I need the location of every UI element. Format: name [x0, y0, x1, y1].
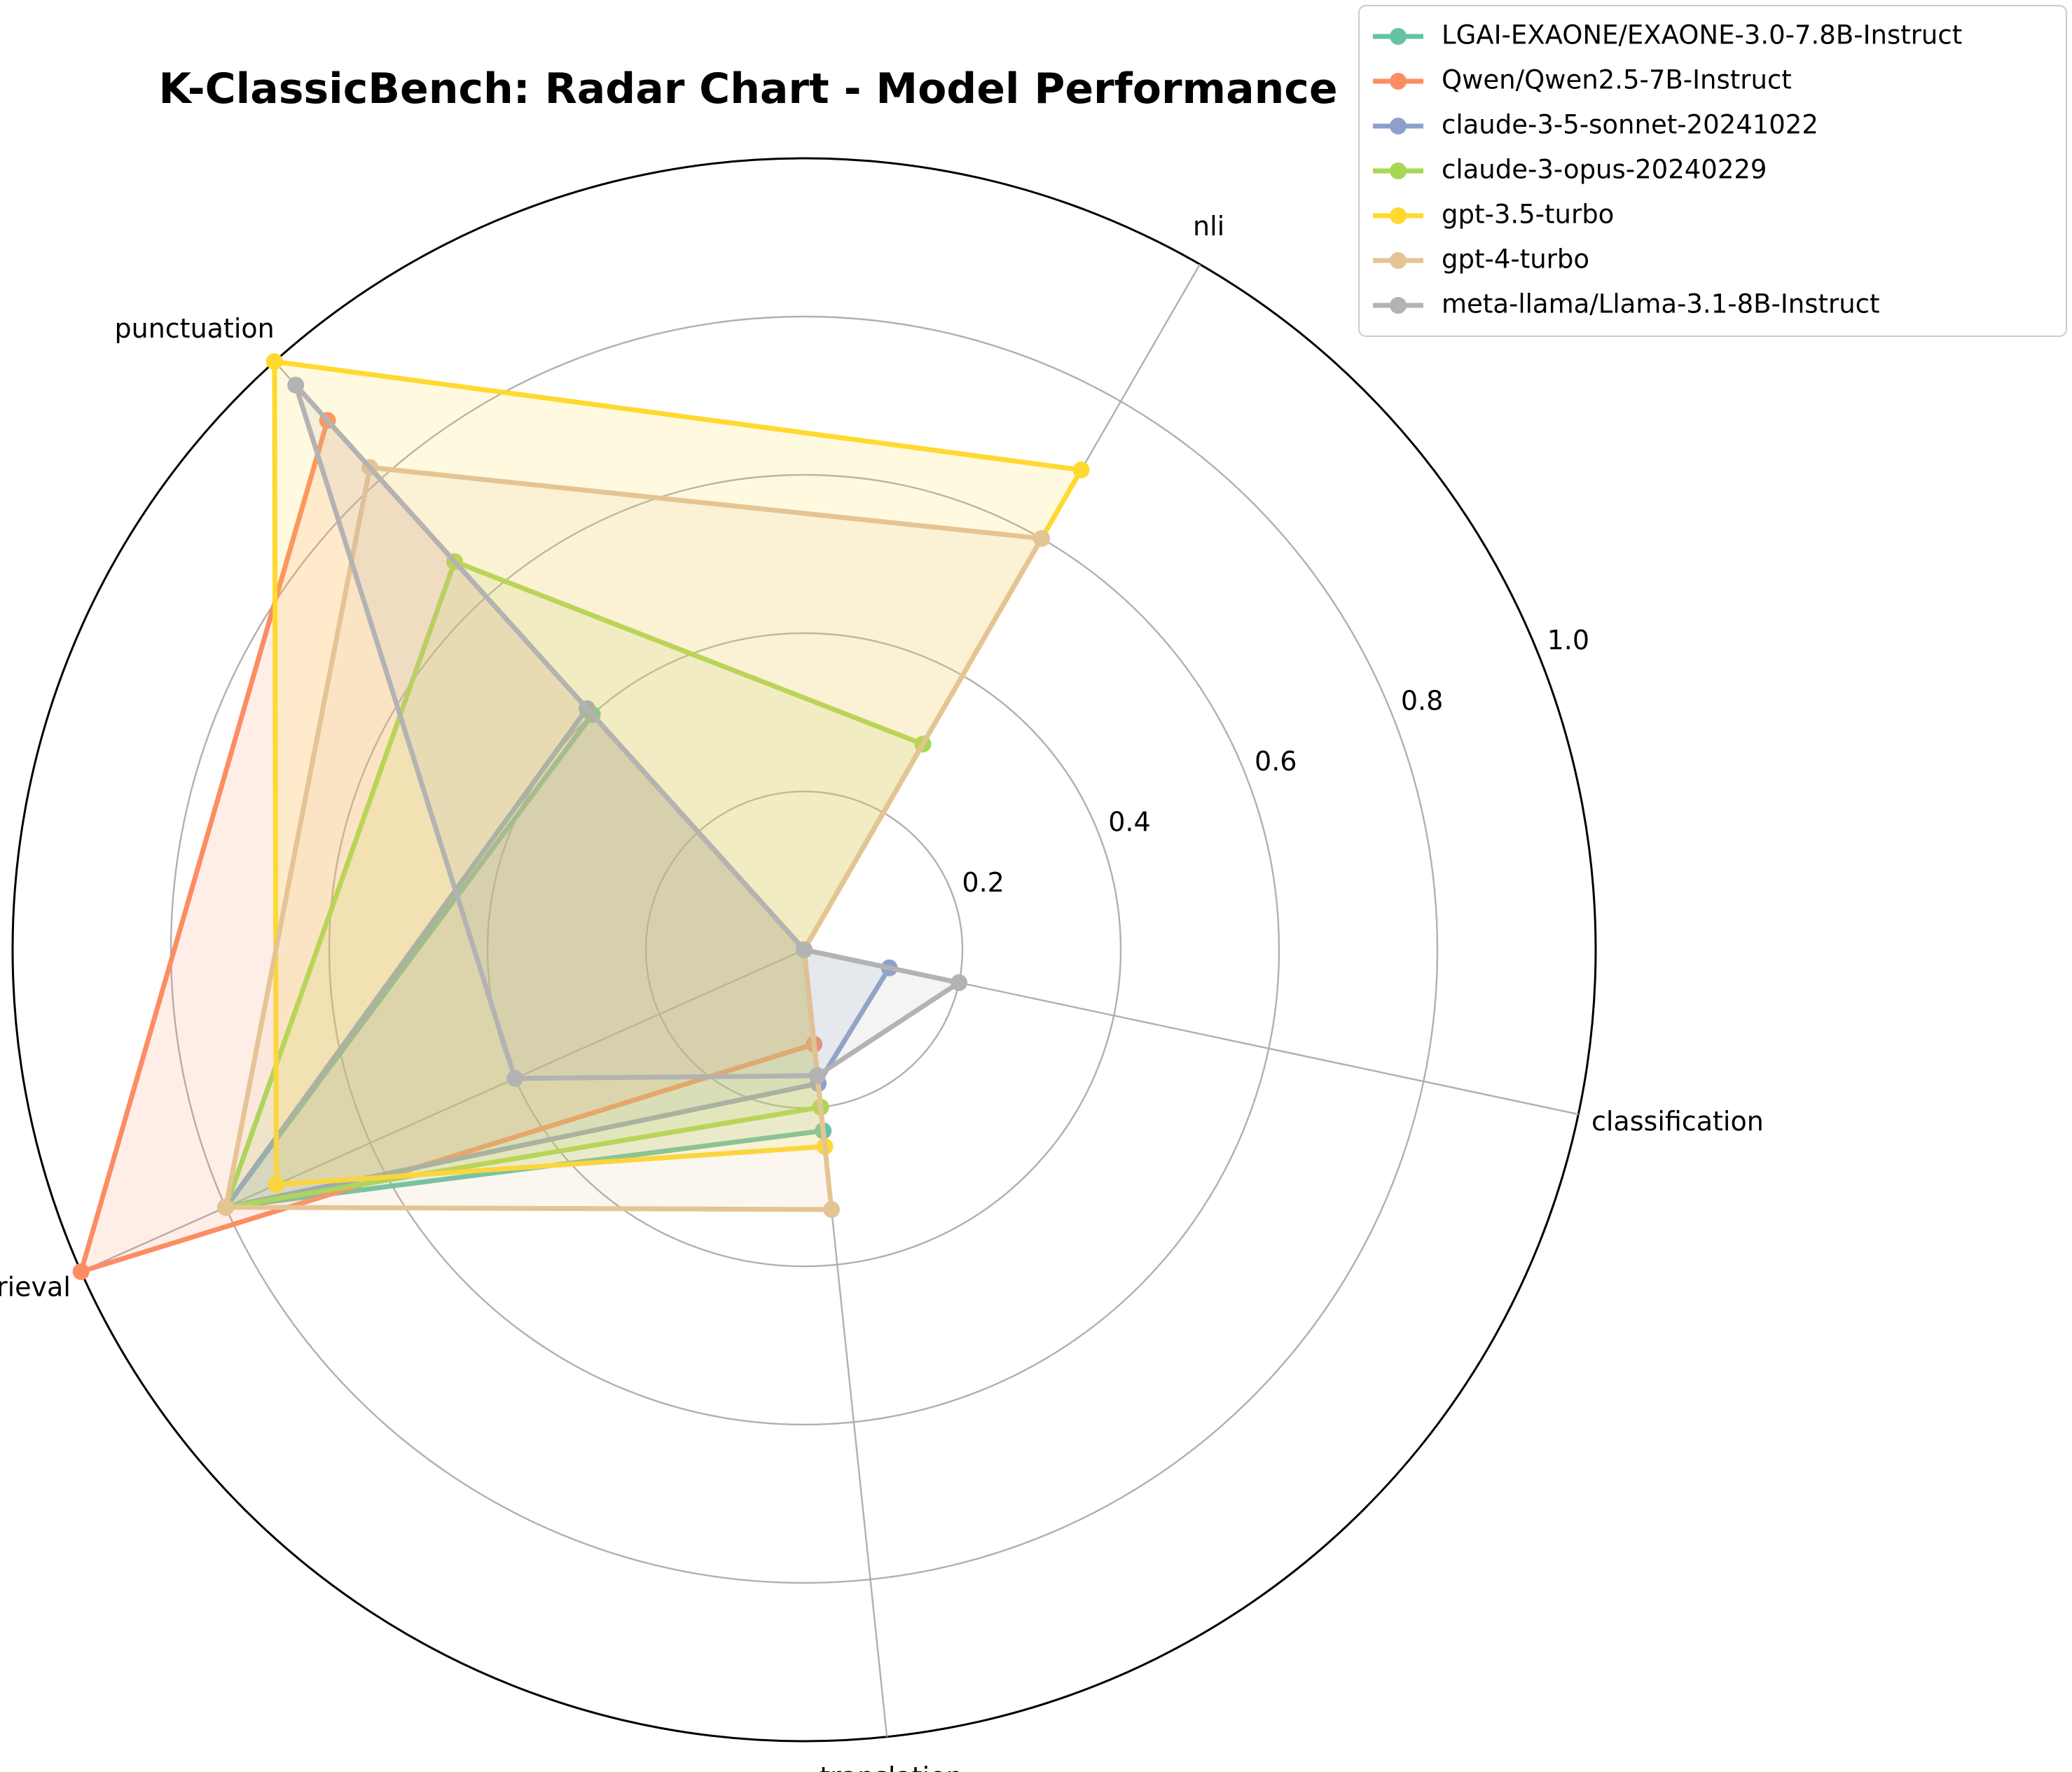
- data-point: [951, 974, 968, 991]
- data-point: [1072, 461, 1090, 478]
- legend-swatch-marker: [1390, 162, 1407, 179]
- radar-series: [72, 353, 1090, 1280]
- legend-swatch-marker: [1390, 28, 1407, 45]
- axis-label-retrieval: retrieval: [0, 1272, 71, 1303]
- grid-circle: [170, 315, 1439, 1584]
- legend-label: gpt-4-turbo: [1442, 244, 1589, 275]
- legend-swatch-marker: [1390, 297, 1407, 314]
- data-point: [506, 1070, 524, 1087]
- legend-item: claude-3-5-sonnet-20241022: [1373, 110, 1818, 140]
- radial-tick-label: 1.0: [1547, 625, 1589, 656]
- grid-circle: [328, 473, 1280, 1426]
- data-point: [265, 353, 283, 371]
- legend-swatch-marker: [1390, 118, 1407, 134]
- series-area: [226, 708, 890, 1207]
- legend-label: LGAI-EXAONE/EXAONE-3.0-7.8B-Instruct: [1442, 20, 1962, 50]
- series-line: [293, 382, 962, 1081]
- radial-tick-label: 0.8: [1401, 686, 1443, 717]
- grid-circle: [486, 632, 1122, 1268]
- series-area: [274, 361, 1082, 1185]
- axis-label-translation: translation: [820, 1761, 962, 1772]
- radial-tick-label: 0.4: [1108, 807, 1150, 838]
- legend-label: Qwen/Qwen2.5-7B-Instruct: [1442, 65, 1792, 95]
- data-point: [268, 1176, 285, 1193]
- data-point: [822, 1200, 840, 1218]
- axis-label-classification: classification: [1591, 1106, 1764, 1137]
- legend-label: claude-3-5-sonnet-20241022: [1442, 110, 1818, 140]
- data-point: [796, 941, 813, 958]
- radar-grid: [11, 157, 1597, 1743]
- data-point: [287, 376, 305, 394]
- grid-circle: [11, 157, 1597, 1743]
- radial-tick-label: 0.2: [962, 867, 1004, 898]
- legend: LGAI-EXAONE/EXAONE-3.0-7.8B-Instruct Qwen…: [1358, 5, 2067, 337]
- data-point: [72, 1263, 90, 1280]
- legend-label: claude-3-opus-20240229: [1442, 155, 1767, 185]
- radar-labels: 0.2 0.4 0.6 0.8 1.0 classification nli punctuat…: [0, 211, 1764, 1772]
- axis-label-nli: nli: [1193, 211, 1224, 242]
- series-6: [287, 376, 968, 1087]
- data-point: [808, 1067, 826, 1084]
- legend-item: meta-llama/Llama-3.1-8B-Instruct: [1373, 289, 1880, 319]
- legend-item: claude-3-opus-20240229: [1373, 155, 1767, 185]
- legend-swatch-marker: [1390, 252, 1407, 269]
- legend-item: gpt-3.5-turbo: [1373, 200, 1614, 230]
- series-5: [217, 459, 1050, 1218]
- legend-label: gpt-3.5-turbo: [1442, 200, 1614, 230]
- data-point: [217, 1198, 235, 1216]
- series-area: [226, 467, 1042, 1210]
- legend-label: meta-llama/Llama-3.1-8B-Instruct: [1442, 289, 1880, 319]
- legend-box: [1358, 5, 2067, 337]
- legend-item: Qwen/Qwen2.5-7B-Instruct: [1373, 65, 1792, 95]
- series-area: [226, 714, 824, 1207]
- series-line: [223, 464, 1044, 1212]
- data-point: [1033, 529, 1050, 547]
- axis-spoke: [81, 948, 805, 1273]
- chart-title: K-ClassicBench: Radar Chart - Model Perf…: [158, 64, 1337, 113]
- axis-label-punctuation: punctuation: [114, 313, 274, 344]
- legend-item: LGAI-EXAONE/EXAONE-3.0-7.8B-Instruct: [1373, 20, 1962, 50]
- legend-item: gpt-4-turbo: [1373, 244, 1589, 275]
- legend-swatch-marker: [1390, 73, 1407, 90]
- series-area: [81, 420, 815, 1272]
- legend-swatch-marker: [1390, 207, 1407, 224]
- radial-tick-label: 0.6: [1255, 746, 1297, 777]
